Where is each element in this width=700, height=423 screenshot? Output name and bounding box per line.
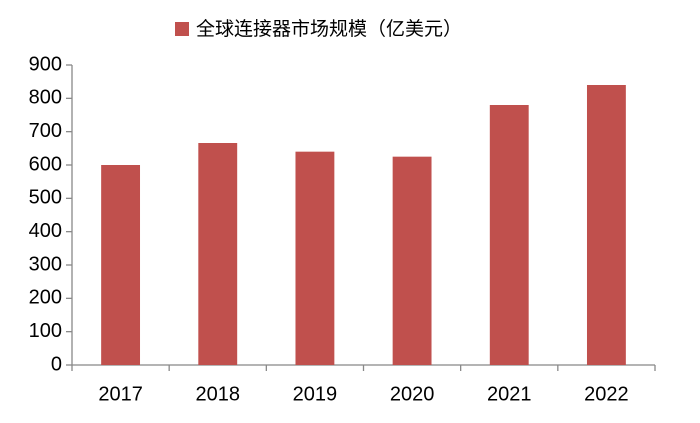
bar xyxy=(586,85,626,365)
bar xyxy=(392,156,432,365)
x-tick-label: 2017 xyxy=(98,383,143,405)
x-tick-label: 2019 xyxy=(293,383,338,405)
x-tick-label: 2018 xyxy=(196,383,241,405)
y-tick-label: 300 xyxy=(29,253,62,275)
x-tick-label: 2020 xyxy=(390,383,435,405)
bar xyxy=(489,105,529,365)
y-tick-label: 900 xyxy=(29,53,62,75)
y-tick-label: 500 xyxy=(29,187,62,209)
legend-swatch xyxy=(175,22,189,36)
y-tick-label: 800 xyxy=(29,87,62,109)
legend-text: 全球连接器市场规模（亿美元） xyxy=(196,18,462,40)
y-tick-label: 0 xyxy=(51,353,62,375)
x-tick-label: 2022 xyxy=(584,383,629,405)
y-tick-label: 600 xyxy=(29,153,62,175)
y-tick-label: 400 xyxy=(29,220,62,242)
bar xyxy=(295,151,335,365)
bar xyxy=(101,165,141,365)
bar xyxy=(198,143,238,365)
y-tick-label: 200 xyxy=(29,287,62,309)
y-tick-label: 700 xyxy=(29,120,62,142)
y-tick-label: 100 xyxy=(29,320,62,342)
x-tick-label: 2021 xyxy=(487,383,532,405)
